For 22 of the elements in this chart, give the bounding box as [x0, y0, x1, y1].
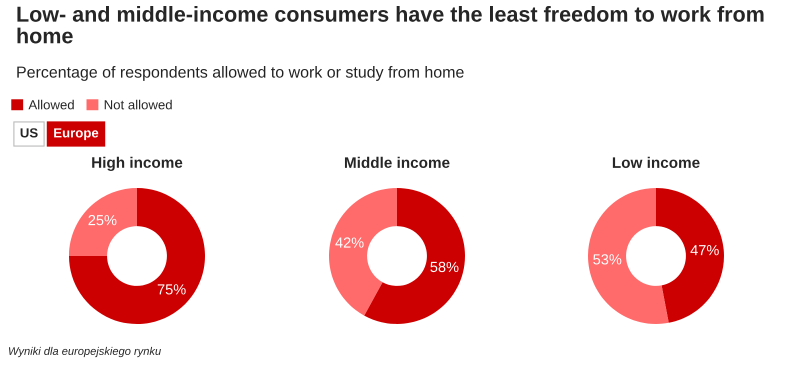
donut-slice: [329, 188, 397, 316]
text: Low- and middle-income consumers have the least freedom to work from home: [17, 6, 764, 44]
text: High income: [92, 156, 182, 171]
donut-slice: [69, 188, 137, 256]
donut-slice: [364, 188, 465, 324]
data-label: 58%: [430, 262, 458, 272]
text: Europe: [54, 128, 98, 140]
donut-slice: [69, 188, 205, 324]
chart-title: Low income: [612, 156, 700, 168]
data-label: 47%: [690, 245, 719, 256]
data-label: 53%: [593, 254, 622, 265]
donut-slice: [588, 188, 669, 324]
legend-label: Allowed: [28, 100, 74, 110]
legend-label: Not allowed: [104, 100, 172, 110]
data-label: 42%: [335, 237, 364, 248]
text: Percentage of respondents allowed to work or study from home: [17, 66, 464, 81]
data-label: 25%: [88, 214, 116, 226]
chart-title: Middle income: [344, 156, 450, 168]
data-label: 75%: [158, 284, 186, 295]
text: Wyniki dla europejskiego rynku: [8, 346, 161, 358]
text: US: [20, 128, 38, 138]
donut-slice: [656, 188, 724, 323]
